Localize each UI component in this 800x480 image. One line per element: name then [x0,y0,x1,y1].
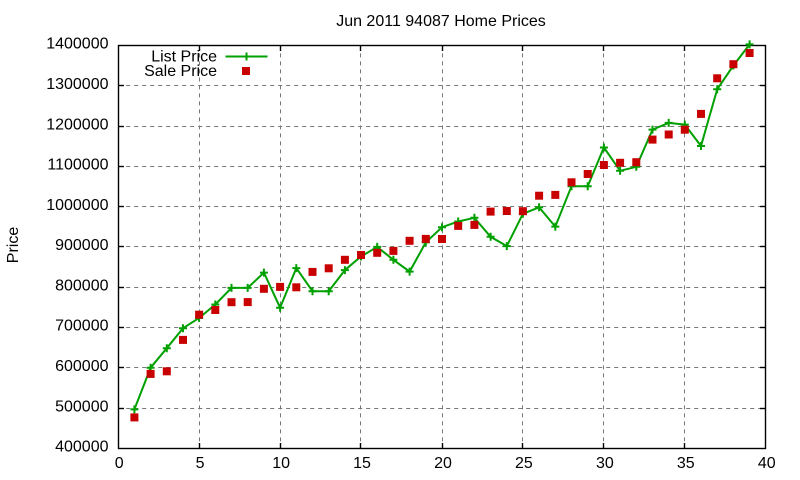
svg-text:5: 5 [196,455,205,472]
svg-text:900000: 900000 [55,237,108,254]
svg-text:30: 30 [596,455,614,472]
svg-text:25: 25 [515,455,533,472]
svg-text:20: 20 [434,455,452,472]
svg-text:1300000: 1300000 [46,76,108,93]
svg-text:List Price: List Price [151,48,217,65]
svg-text:Jun 2011 94087 Home Prices: Jun 2011 94087 Home Prices [336,13,546,30]
svg-text:40: 40 [758,455,776,472]
svg-text:400000: 400000 [55,439,108,456]
svg-text:1200000: 1200000 [46,116,108,133]
svg-text:800000: 800000 [55,277,108,294]
svg-text:600000: 600000 [55,358,108,375]
svg-text:500000: 500000 [55,398,108,415]
svg-text:1000000: 1000000 [46,197,108,214]
svg-text:10: 10 [272,455,290,472]
svg-text:Price: Price [5,227,22,264]
svg-text:35: 35 [677,455,695,472]
svg-text:1400000: 1400000 [46,36,108,53]
svg-text:1100000: 1100000 [47,157,108,174]
svg-text:Sale Price: Sale Price [144,63,217,80]
svg-text:0: 0 [115,455,124,472]
svg-text:700000: 700000 [55,318,108,335]
svg-text:15: 15 [353,455,371,472]
